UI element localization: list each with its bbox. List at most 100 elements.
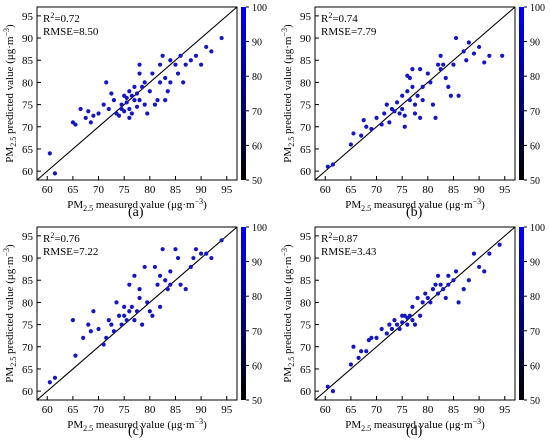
x-tick-label: 90 xyxy=(474,184,486,196)
data-point xyxy=(425,71,430,76)
x-tick-label: 80 xyxy=(422,184,434,196)
y-axis-label: PM2.5 predicted value (μg·m−3) xyxy=(2,24,18,163)
data-point xyxy=(109,322,114,327)
data-point xyxy=(157,80,163,85)
x-axis-label: PM2.5 measured value (μg·m−3) xyxy=(345,197,485,213)
y-tick-label: 95 xyxy=(300,231,312,243)
data-point xyxy=(183,287,188,292)
data-point xyxy=(73,122,78,127)
y-axis-label: PM2.5 predicted value (μg·m−3) xyxy=(280,24,296,163)
y-tick-label: 95 xyxy=(300,11,312,23)
data-point xyxy=(407,313,412,318)
data-point xyxy=(145,111,150,116)
data-point xyxy=(188,264,193,270)
data-point xyxy=(137,295,142,301)
x-tick-label: 95 xyxy=(499,404,511,416)
data-point xyxy=(348,362,353,367)
data-point xyxy=(387,120,392,125)
data-point xyxy=(104,335,109,340)
colorbar-tick-label: 60 xyxy=(252,141,262,152)
data-point xyxy=(410,304,415,309)
data-point xyxy=(140,84,145,89)
data-point xyxy=(116,113,122,118)
data-point xyxy=(471,251,477,256)
x-tick-label: 60 xyxy=(42,184,54,196)
y-tick-label: 85 xyxy=(22,275,34,287)
r2-annotation: R2=0.72 xyxy=(43,11,80,25)
data-point xyxy=(379,326,384,332)
data-point xyxy=(124,95,129,101)
data-point xyxy=(420,98,425,103)
data-point xyxy=(127,89,132,94)
colorbar xyxy=(519,7,524,180)
data-point xyxy=(400,106,405,112)
data-point xyxy=(209,49,214,54)
data-point xyxy=(435,62,441,67)
data-point xyxy=(129,304,134,309)
data-point xyxy=(438,53,443,58)
data-point xyxy=(420,300,425,305)
data-point xyxy=(155,282,160,287)
data-point xyxy=(173,62,178,67)
data-point xyxy=(433,115,438,120)
x-tick-label: 70 xyxy=(371,404,383,416)
colorbar-tick-label: 50 xyxy=(252,176,262,187)
y-tick-label: 80 xyxy=(300,77,312,89)
one-to-one-line xyxy=(314,6,516,181)
data-point xyxy=(410,84,415,89)
data-point xyxy=(446,282,451,287)
x-tick-label: 60 xyxy=(42,404,54,416)
data-point xyxy=(482,269,487,274)
colorbar-tick-label: 70 xyxy=(252,107,262,118)
chart-panel: 60 65 70 75 80 85 90 95 60 65 70 75 80 85 90 95 PM2.5 me… xyxy=(280,3,545,213)
data-point xyxy=(379,122,384,127)
y-tick-label: 70 xyxy=(22,342,34,354)
data-point xyxy=(361,118,366,123)
data-point xyxy=(111,329,117,334)
one-to-one-line xyxy=(314,226,516,401)
data-point xyxy=(147,309,152,314)
y-axis-label: PM2.5 predicted value (μg·m−3) xyxy=(2,244,18,383)
data-point xyxy=(374,115,379,120)
data-point xyxy=(137,62,142,67)
y-tick-label: 70 xyxy=(300,342,312,354)
y-tick-label: 85 xyxy=(300,275,312,287)
data-point xyxy=(157,304,163,309)
data-point xyxy=(448,93,453,98)
y-tick-label: 75 xyxy=(300,320,312,332)
data-point xyxy=(160,247,165,252)
data-point xyxy=(400,93,405,98)
one-to-one-line xyxy=(36,226,238,401)
data-point xyxy=(477,264,482,270)
data-point xyxy=(140,322,145,327)
data-point xyxy=(188,58,193,63)
data-point xyxy=(451,62,456,67)
data-point xyxy=(152,102,158,107)
data-point xyxy=(134,309,140,314)
data-point xyxy=(397,326,402,332)
x-tick-label: 65 xyxy=(345,404,357,416)
data-point xyxy=(412,111,418,116)
x-tick-label: 85 xyxy=(448,184,460,196)
data-point xyxy=(451,278,456,283)
data-point xyxy=(412,322,418,327)
data-point xyxy=(410,318,415,323)
x-tick-label: 65 xyxy=(345,184,357,196)
data-point xyxy=(412,102,418,107)
data-point xyxy=(152,264,158,270)
data-point xyxy=(88,120,93,125)
y-tick-label: 75 xyxy=(300,100,312,112)
data-point xyxy=(446,273,451,278)
data-point xyxy=(142,102,147,107)
data-point xyxy=(453,35,459,41)
y-tick-label: 70 xyxy=(22,122,34,134)
data-point xyxy=(193,247,199,252)
data-point xyxy=(96,326,101,332)
panel-letter-c: (c) xyxy=(128,424,144,439)
data-point xyxy=(199,62,204,67)
data-point xyxy=(88,329,93,334)
colorbar-tick-label: 50 xyxy=(530,396,540,407)
x-axis-label: PM2.5 measured value (μg·m−3) xyxy=(345,417,485,433)
y-tick-label: 70 xyxy=(300,122,312,134)
data-point xyxy=(204,44,209,50)
